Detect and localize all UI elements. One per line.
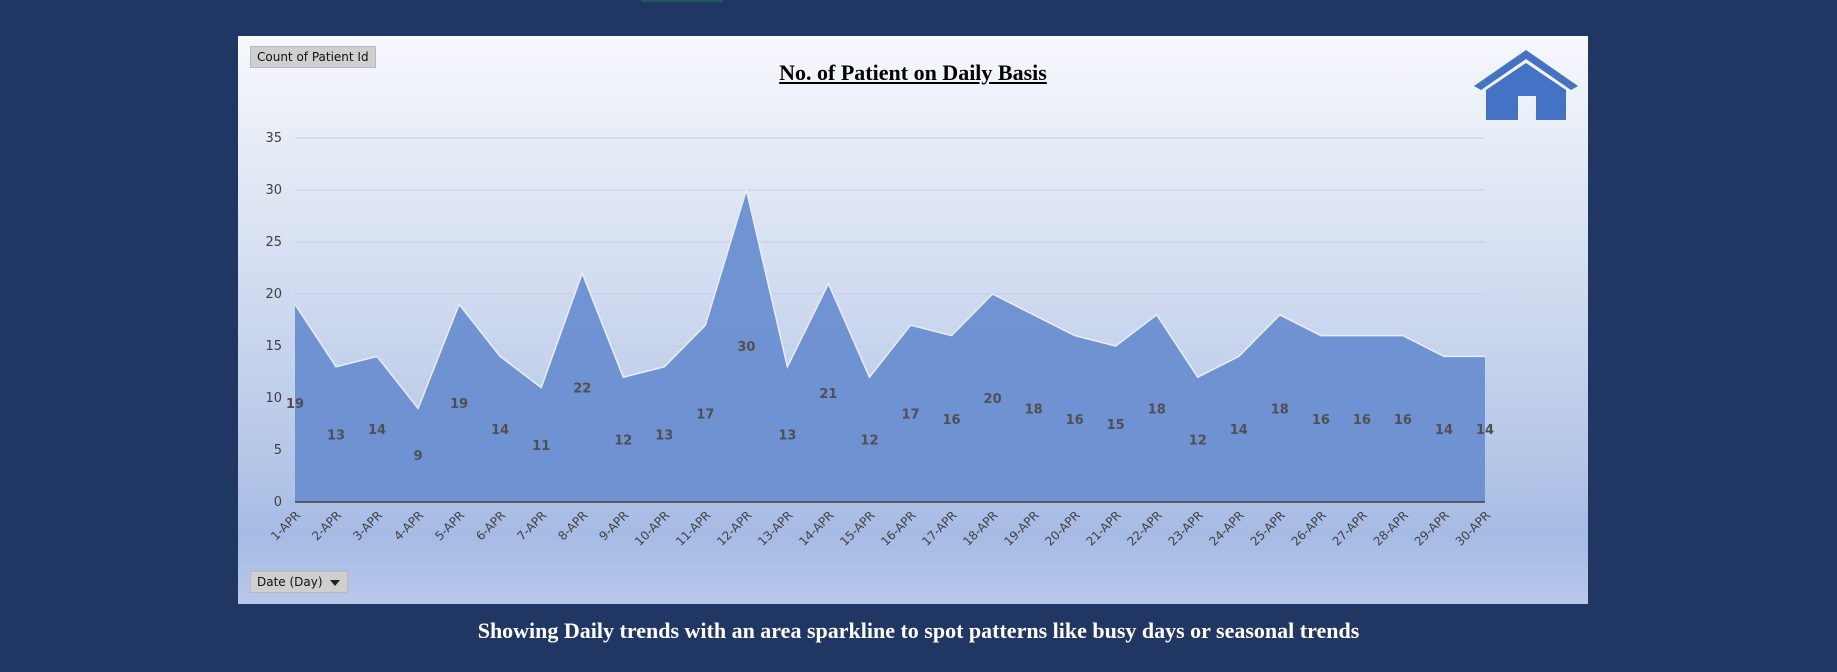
x-tick-label: 15-APR	[837, 508, 877, 548]
x-tick-label: 17-APR	[919, 508, 959, 548]
data-label: 9	[414, 449, 423, 464]
x-tick-label: 28-APR	[1371, 508, 1411, 548]
data-label: 14	[1435, 423, 1453, 438]
x-tick-label: 11-APR	[673, 508, 713, 548]
y-tick-label: 5	[274, 443, 282, 458]
y-tick-label: 15	[265, 339, 282, 354]
data-label: 19	[286, 397, 304, 412]
x-tick-label: 16-APR	[878, 508, 918, 548]
x-tick-label: 29-APR	[1412, 508, 1452, 548]
x-tick-label: 2-APR	[309, 508, 344, 543]
chevron-down-icon[interactable]	[329, 580, 340, 586]
x-tick-label: 10-APR	[632, 508, 672, 548]
x-tick-label: 24-APR	[1207, 508, 1247, 548]
x-tick-label: 19-APR	[1001, 508, 1041, 548]
y-tick-label: 20	[265, 287, 282, 302]
data-label: 17	[696, 408, 714, 423]
x-tick-label: 27-APR	[1330, 508, 1370, 548]
y-tick-label: 25	[265, 235, 282, 250]
top-accent-bar	[641, 0, 723, 2]
x-tick-label: 25-APR	[1248, 508, 1288, 548]
x-tick-label: 6-APR	[473, 508, 508, 543]
axis-field-label: Date (Day)	[257, 575, 323, 589]
x-tick-label: 4-APR	[391, 508, 426, 543]
x-tick-label: 22-APR	[1124, 508, 1164, 548]
x-tick-label: 9-APR	[596, 508, 631, 543]
data-label: 16	[1312, 413, 1330, 428]
chart-title: No. of Patient on Daily Basis	[779, 60, 1047, 85]
chart-panel: Count of Patient Id No. of Patient on Da…	[238, 36, 1588, 604]
x-tick-label: 30-APR	[1453, 508, 1493, 548]
data-label: 18	[1025, 402, 1043, 417]
y-tick-label: 35	[265, 131, 282, 146]
data-label: 20	[984, 392, 1002, 407]
data-label: 12	[860, 434, 878, 449]
value-field-button[interactable]: Count of Patient Id	[250, 46, 376, 68]
x-tick-label: 14-APR	[796, 508, 836, 548]
data-label: 17	[901, 408, 919, 423]
home-icon[interactable]	[1470, 46, 1582, 122]
area-chart: 0 5 10 15 20 25 30 35 19 1-APR 13 2-APR 14 3-APR 9 4-AP…	[265, 131, 1494, 549]
x-tick-label: 21-APR	[1083, 508, 1123, 548]
x-tick-label: 3-APR	[350, 508, 385, 543]
x-tick-label: 12-APR	[714, 508, 754, 548]
data-label: 22	[573, 382, 591, 397]
data-label: 15	[1107, 418, 1125, 433]
data-label: 16	[1394, 413, 1412, 428]
data-label: 30	[737, 340, 755, 355]
x-tick-label: 1-APR	[268, 508, 303, 543]
data-label: 12	[614, 434, 632, 449]
x-tick-label: 26-APR	[1289, 508, 1329, 548]
x-tick-label: 13-APR	[755, 508, 795, 548]
data-label: 14	[368, 423, 386, 438]
data-label: 18	[1148, 402, 1166, 417]
data-label: 13	[655, 428, 673, 443]
data-label: 21	[819, 387, 837, 402]
x-tick-label: 5-APR	[432, 508, 467, 543]
data-label: 14	[1476, 423, 1494, 438]
data-label: 13	[778, 428, 796, 443]
area-series	[295, 190, 1485, 502]
x-tick-label: 7-APR	[514, 508, 549, 543]
data-label: 14	[491, 423, 509, 438]
x-tick-label: 8-APR	[555, 508, 590, 543]
y-tick-label: 10	[265, 391, 282, 406]
x-tick-label: 18-APR	[960, 508, 1000, 548]
data-label: 16	[1066, 413, 1084, 428]
y-tick-label: 0	[274, 495, 282, 510]
area-outline	[294, 187, 1485, 410]
data-label: 11	[532, 439, 550, 454]
x-tick-label: 20-APR	[1042, 508, 1082, 548]
data-label: 14	[1230, 423, 1248, 438]
x-tick-label: 23-APR	[1165, 508, 1205, 548]
data-label: 18	[1271, 402, 1289, 417]
data-label: 16	[943, 413, 961, 428]
data-label: 16	[1353, 413, 1371, 428]
data-label: 19	[450, 397, 468, 412]
axis-field-button[interactable]: Date (Day)	[250, 571, 348, 593]
data-label: 13	[327, 428, 345, 443]
y-tick-label: 30	[265, 183, 282, 198]
data-label: 12	[1189, 434, 1207, 449]
chart-caption: Showing Daily trends with an area sparkl…	[477, 618, 1360, 643]
